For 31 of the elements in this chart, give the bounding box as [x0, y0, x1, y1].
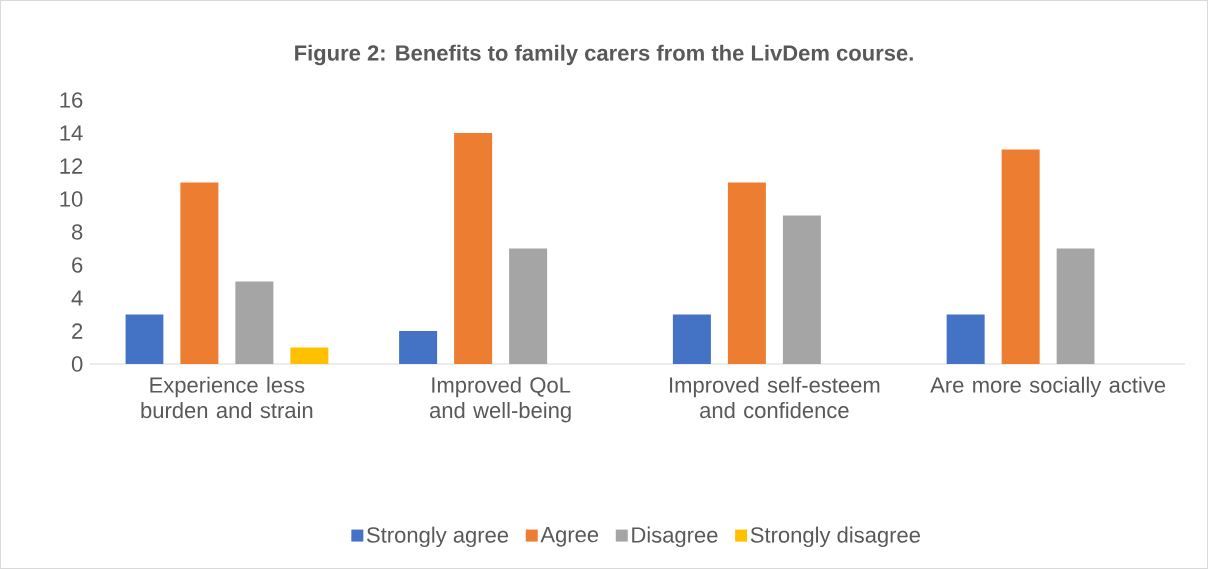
x-tick-label: Experience less burden and strain	[141, 376, 313, 419]
bar	[672, 314, 711, 364]
y-tick-label: 0	[71, 356, 83, 372]
bar	[1001, 149, 1040, 364]
bar	[290, 347, 329, 364]
y-tick-label: 14	[60, 125, 83, 141]
bar	[727, 182, 766, 364]
y-tick-label: 4	[71, 290, 83, 306]
y-tick-label: 6	[72, 257, 83, 273]
x-tick-label: Improved QoL and well-being	[430, 376, 571, 423]
y-tick-label: 2	[72, 323, 83, 339]
bar	[509, 248, 548, 364]
bar	[399, 330, 438, 364]
bar	[125, 314, 164, 364]
y-tick-label: 10	[60, 191, 83, 207]
bar	[782, 215, 821, 364]
bar	[1056, 248, 1095, 364]
legend-label: Disagree	[632, 526, 718, 548]
bar	[180, 182, 219, 364]
x-tick-label: Are more socially active	[930, 376, 1166, 398]
legend-label: Strongly agree	[367, 526, 509, 548]
bar	[235, 281, 274, 364]
legend-label: Strongly disagree	[750, 526, 920, 548]
y-tick-label: 16	[60, 92, 83, 108]
bar	[454, 132, 493, 364]
bar	[946, 314, 985, 364]
x-tick-label: Improved self-esteem and confidence	[670, 376, 880, 419]
y-tick-label: 12	[60, 158, 83, 174]
legend-label: Agree	[540, 527, 599, 547]
chart-title: Figure 2: Benefits to family carers from the LivDem course.	[295, 44, 913, 66]
y-tick-label: 8	[72, 224, 83, 240]
